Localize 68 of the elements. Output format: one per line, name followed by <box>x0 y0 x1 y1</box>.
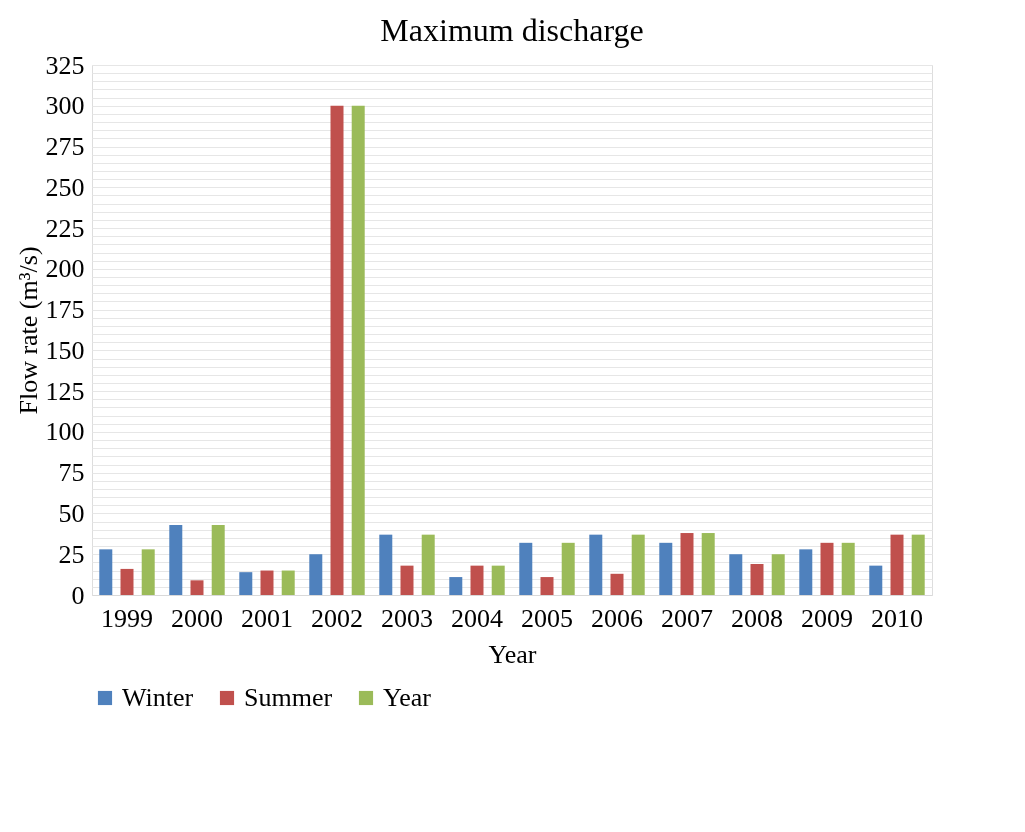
bar <box>680 533 694 595</box>
bar <box>400 565 414 595</box>
x-tick-label: 2003 <box>381 603 433 633</box>
bar <box>99 549 113 595</box>
y-tick-label: 275 <box>45 132 85 162</box>
x-tick-label: 2002 <box>311 603 363 633</box>
bar <box>211 524 225 595</box>
x-tick-label: 2004 <box>451 603 503 633</box>
bar <box>659 542 673 595</box>
y-tick-label: 200 <box>45 254 85 284</box>
bar <box>260 570 274 595</box>
bar <box>729 554 743 595</box>
bar <box>379 534 393 595</box>
bar <box>491 565 505 595</box>
bar <box>470 565 484 595</box>
x-tick-label: 2006 <box>591 603 643 633</box>
y-tick-label: 75 <box>58 458 85 488</box>
bar <box>869 565 883 595</box>
y-tick-label: 325 <box>45 50 85 80</box>
bar <box>351 105 365 595</box>
bar <box>589 534 603 595</box>
x-axis-title: Year <box>488 639 537 669</box>
y-tick-label: 50 <box>58 498 85 528</box>
y-tick-label: 225 <box>45 213 85 243</box>
bar <box>169 524 183 595</box>
bar <box>631 534 645 595</box>
bar <box>309 554 323 595</box>
bar <box>820 542 834 595</box>
x-tick-label: 1999 <box>101 603 153 633</box>
x-tick-label: 2001 <box>241 603 293 633</box>
bar <box>771 554 785 595</box>
legend-label: Summer <box>244 683 333 712</box>
bar <box>610 573 624 595</box>
y-tick-label: 25 <box>58 539 85 569</box>
y-tick-label: 250 <box>45 172 85 202</box>
y-tick-label: 0 <box>71 580 85 610</box>
bar <box>239 572 253 595</box>
bar <box>449 577 463 595</box>
y-axis-title: Flow rate (m³/s) <box>13 246 43 415</box>
bar <box>120 568 134 595</box>
bar <box>561 542 575 595</box>
chart-title: Maximum discharge <box>380 12 644 48</box>
bar <box>540 577 554 595</box>
bar <box>421 534 435 595</box>
bar <box>141 549 155 595</box>
y-tick-label: 150 <box>45 335 85 365</box>
x-tick-label: 2005 <box>521 603 573 633</box>
bar <box>799 549 813 595</box>
x-tick-label: 2010 <box>871 603 923 633</box>
x-tick-label: 2008 <box>731 603 783 633</box>
y-tick-label: 100 <box>45 417 85 447</box>
x-tick-label: 2007 <box>661 603 713 633</box>
legend-label: Year <box>383 683 432 712</box>
bar <box>330 105 344 595</box>
bar <box>750 564 764 595</box>
y-tick-label: 175 <box>45 295 85 325</box>
bar <box>911 534 925 595</box>
legend-label: Winter <box>122 683 194 712</box>
bar <box>519 542 533 595</box>
x-tick-label: 2009 <box>801 603 853 633</box>
y-tick-label: 300 <box>45 91 85 121</box>
y-tick-label: 125 <box>45 376 85 406</box>
bar <box>701 533 715 595</box>
bar <box>281 570 295 595</box>
bar <box>841 542 855 595</box>
x-tick-label: 2000 <box>171 603 223 633</box>
bar <box>190 580 204 595</box>
bar <box>890 534 904 595</box>
